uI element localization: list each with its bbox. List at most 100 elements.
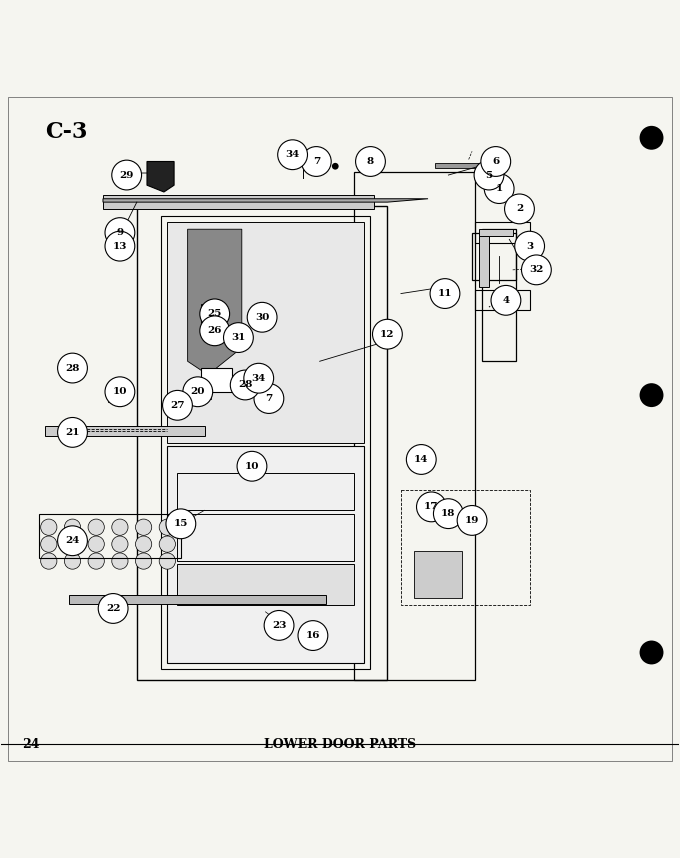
Circle shape [332, 163, 339, 170]
Polygon shape [201, 368, 232, 392]
Text: LOWER DOOR PARTS: LOWER DOOR PARTS [264, 738, 416, 751]
Circle shape [301, 147, 331, 177]
Circle shape [88, 519, 104, 535]
Circle shape [41, 519, 57, 535]
Polygon shape [167, 446, 364, 662]
Text: 19: 19 [465, 516, 479, 525]
Circle shape [233, 331, 251, 348]
Circle shape [159, 536, 175, 553]
Circle shape [311, 165, 322, 176]
Text: 15: 15 [173, 519, 188, 529]
Text: 30: 30 [255, 313, 269, 322]
Circle shape [135, 553, 152, 569]
Circle shape [58, 418, 88, 447]
Text: 12: 12 [380, 329, 394, 339]
Text: 31: 31 [231, 333, 245, 342]
Text: 28: 28 [65, 364, 80, 372]
Circle shape [88, 536, 104, 553]
Text: 23: 23 [272, 621, 286, 630]
Text: 34: 34 [252, 374, 266, 383]
Text: 8: 8 [367, 157, 374, 166]
Circle shape [640, 384, 664, 407]
Circle shape [135, 536, 152, 553]
Circle shape [200, 316, 230, 346]
Circle shape [200, 299, 230, 329]
Text: 14: 14 [414, 455, 428, 464]
Circle shape [112, 553, 128, 569]
Text: 27: 27 [170, 401, 185, 410]
Text: 26: 26 [207, 326, 222, 335]
Circle shape [491, 286, 521, 315]
Text: 28: 28 [238, 380, 252, 390]
Circle shape [112, 519, 128, 535]
Polygon shape [177, 565, 354, 605]
Circle shape [41, 536, 57, 553]
Circle shape [244, 363, 273, 393]
Text: 11: 11 [438, 289, 452, 298]
Text: 13: 13 [113, 242, 127, 251]
Circle shape [65, 536, 81, 553]
Circle shape [515, 232, 545, 261]
Circle shape [248, 302, 277, 332]
Circle shape [65, 519, 81, 535]
Circle shape [224, 323, 254, 353]
Text: 29: 29 [120, 171, 134, 179]
Circle shape [356, 147, 386, 177]
Circle shape [58, 526, 88, 556]
Text: 24: 24 [65, 536, 80, 545]
Text: 25: 25 [207, 310, 222, 318]
Circle shape [65, 553, 81, 569]
Text: 7: 7 [265, 394, 273, 403]
Circle shape [484, 173, 514, 203]
Polygon shape [479, 229, 513, 236]
Polygon shape [46, 426, 205, 436]
Polygon shape [435, 163, 489, 168]
Polygon shape [201, 304, 222, 315]
Text: 16: 16 [306, 631, 320, 640]
Circle shape [264, 611, 294, 640]
Text: 24: 24 [22, 738, 39, 751]
Text: 9: 9 [116, 228, 124, 237]
Circle shape [640, 641, 664, 664]
Circle shape [298, 620, 328, 650]
Text: 10: 10 [113, 387, 127, 396]
Circle shape [254, 384, 284, 414]
Text: 18: 18 [441, 509, 456, 518]
Circle shape [430, 279, 460, 309]
Circle shape [41, 553, 57, 569]
Polygon shape [289, 148, 309, 165]
Circle shape [105, 232, 135, 261]
Circle shape [433, 498, 463, 529]
Text: 22: 22 [106, 604, 120, 613]
Polygon shape [108, 382, 120, 402]
Circle shape [112, 536, 128, 553]
Text: 4: 4 [503, 296, 509, 305]
Circle shape [58, 353, 88, 383]
Text: 21: 21 [65, 428, 80, 437]
Circle shape [249, 376, 262, 390]
Circle shape [417, 492, 446, 522]
Text: 2: 2 [516, 204, 523, 214]
Circle shape [640, 126, 664, 150]
Circle shape [159, 519, 175, 535]
Circle shape [163, 390, 192, 420]
Circle shape [105, 377, 135, 407]
Circle shape [457, 505, 487, 535]
Circle shape [135, 519, 152, 535]
Text: C-3: C-3 [46, 121, 88, 143]
Text: 10: 10 [245, 462, 259, 471]
Polygon shape [103, 196, 374, 208]
Polygon shape [103, 199, 428, 202]
Circle shape [522, 255, 551, 285]
Circle shape [105, 218, 135, 247]
Text: 1: 1 [496, 184, 503, 193]
Circle shape [277, 140, 307, 170]
Text: 20: 20 [190, 387, 205, 396]
Circle shape [237, 451, 267, 481]
Circle shape [166, 509, 196, 539]
Polygon shape [201, 321, 222, 332]
Circle shape [88, 553, 104, 569]
Circle shape [474, 160, 504, 190]
Circle shape [407, 444, 436, 474]
Circle shape [373, 319, 403, 349]
